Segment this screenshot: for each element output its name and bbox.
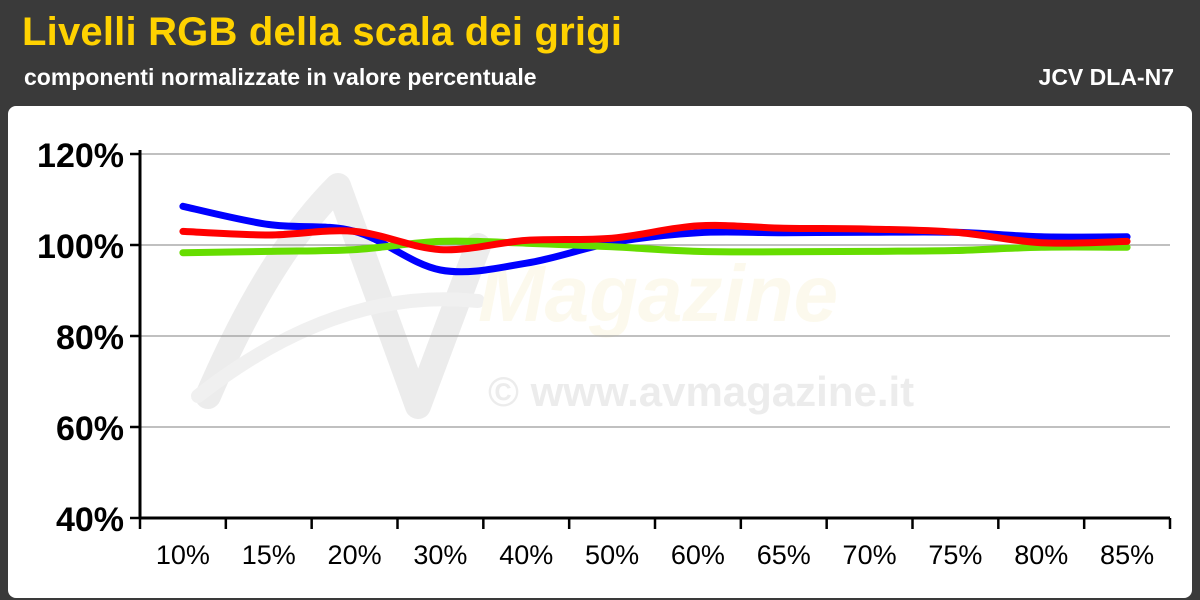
chart-subtitle: componenti normalizzate in valore percen… xyxy=(24,64,537,90)
grid-lines xyxy=(140,153,1170,428)
y-tick-label: 60% xyxy=(56,410,124,448)
x-tick-label: 60% xyxy=(671,540,725,570)
y-tick-label: 100% xyxy=(37,228,124,266)
axes xyxy=(130,150,1172,529)
x-tick-label: 80% xyxy=(1014,540,1068,570)
x-tick-label: 65% xyxy=(757,540,811,570)
chart-header: Livelli RGB della scala dei grigi compon… xyxy=(0,0,1200,104)
red-series-line xyxy=(179,221,1131,254)
green-series-line xyxy=(179,237,1131,257)
watermark-logo: Magazine © www.avmagazine.it xyxy=(191,173,914,419)
x-tick-label: 10% xyxy=(156,540,210,570)
y-tick-label: 40% xyxy=(56,501,124,539)
chart-title: Livelli RGB della scala dei grigi xyxy=(22,10,623,54)
x-tick-label: 30% xyxy=(413,540,467,570)
x-tick-label: 70% xyxy=(843,540,897,570)
x-tick-label: 20% xyxy=(328,540,382,570)
x-tick-label: 85% xyxy=(1100,540,1154,570)
y-axis-tick-labels: 40% 60% 80% 100% 120% xyxy=(37,137,124,539)
line-chart: Magazine © www.avmagazine.it 40%60%80%10… xyxy=(37,137,1172,570)
x-tick-label: 15% xyxy=(242,540,296,570)
x-tick-label: 40% xyxy=(499,540,553,570)
x-tick-label: 75% xyxy=(928,540,982,570)
watermark-url: © www.avmagazine.it xyxy=(488,368,914,415)
y-tick-label: 120% xyxy=(37,137,124,175)
device-model: JCV DLA-N7 xyxy=(1038,64,1174,90)
x-axis-tick-labels: 10% 15% 20% 30% 40% 50% 60% 65% 70% 75% 80% 85% xyxy=(156,540,1154,570)
chart-panel: Magazine © www.avmagazine.it 40% 60% 80% 10… xyxy=(8,106,1192,598)
x-tick-label: 50% xyxy=(585,540,639,570)
y-tick-label: 80% xyxy=(56,319,124,357)
series-lines xyxy=(179,202,1131,276)
